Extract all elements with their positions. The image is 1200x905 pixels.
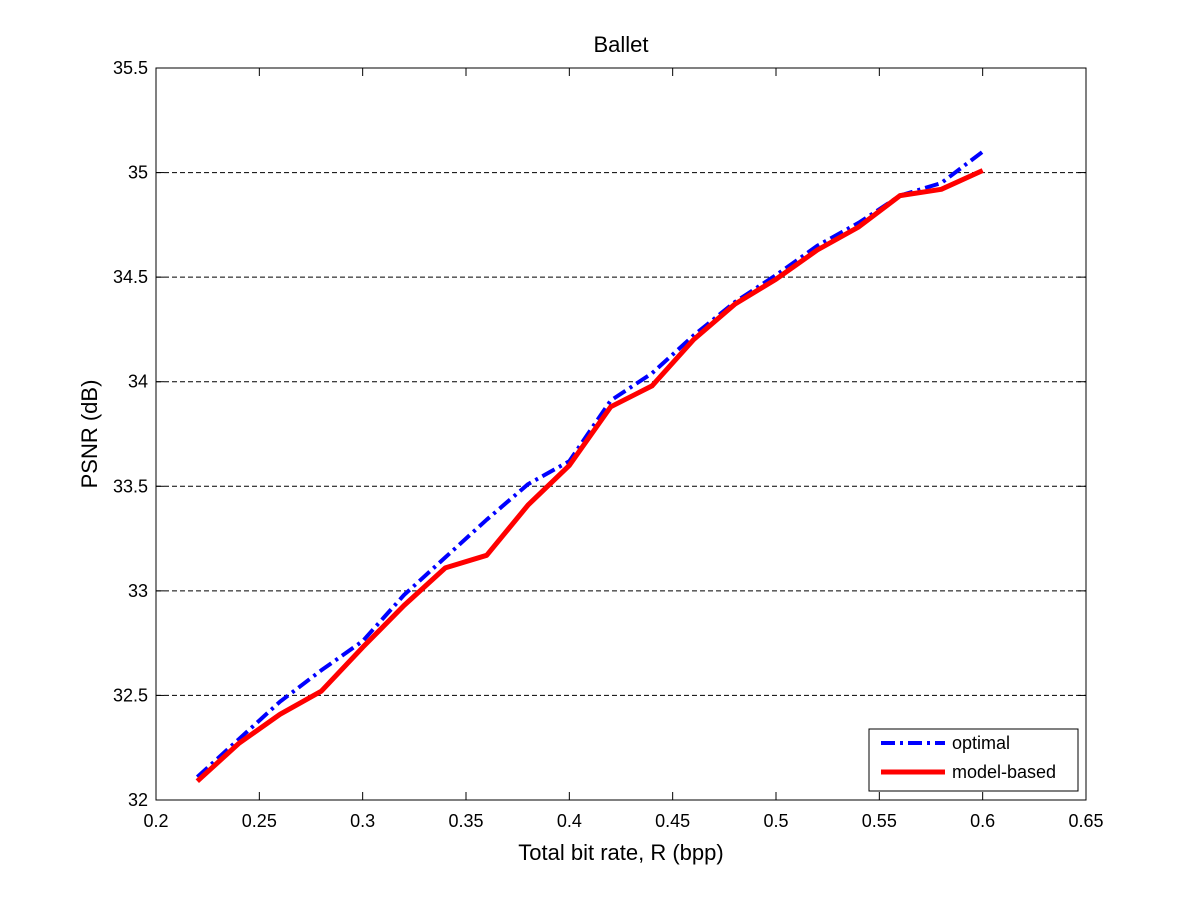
plot-frame [155, 67, 1087, 801]
y-tick-label-6: 35 [128, 163, 148, 183]
series-line-optimal [195, 150, 984, 779]
chart-title: Ballet [593, 32, 648, 57]
tick-layer: 32 32.5 33 33.5 34 34.5 35 35.5 0.2 0.25 0.3 0.35 0.… [113, 58, 1104, 831]
x-tick-label-9: 0.65 [1068, 811, 1103, 831]
y-tick-label-2: 33 [128, 581, 148, 601]
legend-label-model-based: model-based [952, 762, 1056, 782]
grid-layer [156, 172, 1086, 696]
x-tick-label-3: 0.35 [448, 811, 483, 831]
x-tick-label-7: 0.55 [862, 811, 897, 831]
y-tick-label-3: 33.5 [113, 476, 148, 496]
x-tick-label-5: 0.45 [655, 811, 690, 831]
y-tick-label-1: 32.5 [113, 685, 148, 705]
x-tick-label-1: 0.25 [242, 811, 277, 831]
legend-box [868, 728, 1079, 792]
x-tick-label-6: 0.5 [763, 811, 788, 831]
series-line-model-based [195, 168, 984, 784]
x-axis-label: Total bit rate, R (bpp) [518, 840, 723, 865]
x-tick-label-2: 0.3 [350, 811, 375, 831]
y-axis-label: PSNR (dB) [77, 380, 102, 489]
y-tick-label-7: 35.5 [113, 58, 148, 78]
y-tick-label-5: 34.5 [113, 267, 148, 287]
x-tick-label-0: 0.2 [143, 811, 168, 831]
x-tick-label-4: 0.4 [557, 811, 582, 831]
x-tick-label-8: 0.6 [970, 811, 995, 831]
y-tick-label-0: 32 [128, 790, 148, 810]
legend: optimal model-based [868, 728, 1079, 792]
legend-label-optimal: optimal [952, 733, 1010, 753]
y-tick-label-4: 34 [128, 372, 148, 392]
series-layer [195, 150, 984, 784]
